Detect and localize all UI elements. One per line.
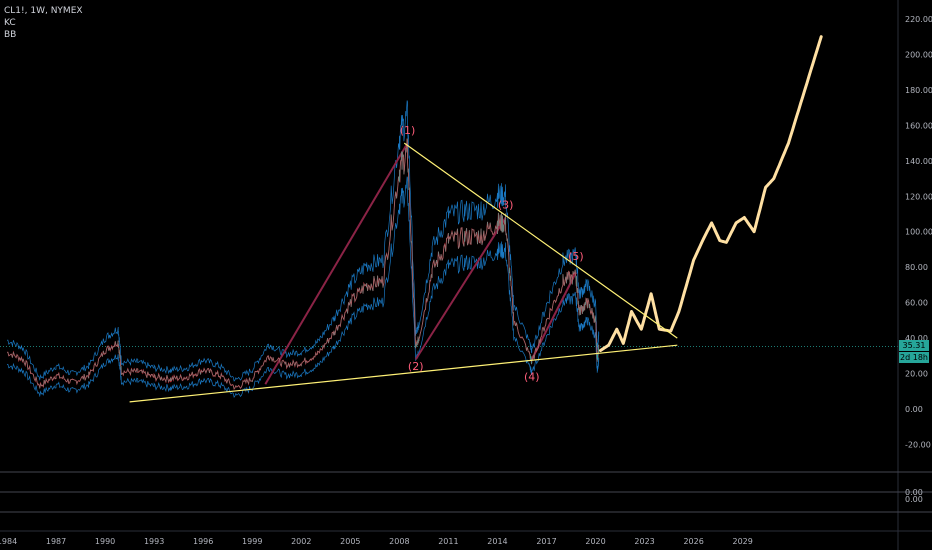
- price-tick-label: 140.00: [905, 157, 932, 166]
- upper-resistance-trendline: [403, 142, 678, 339]
- kc-lower-band: [6, 176, 600, 398]
- time-tick-label: 2002: [291, 537, 311, 546]
- time-tick-label: 1984: [0, 537, 17, 546]
- elliott-wave-lines: [264, 142, 577, 385]
- time-tick-label: 1993: [144, 537, 164, 546]
- bb-basis: [6, 138, 600, 390]
- price-tick-label: 120.00: [905, 192, 932, 201]
- wave-line: [530, 272, 577, 360]
- price-tick-label: 160.00: [905, 121, 932, 130]
- price-tick-label: -20.00: [905, 440, 931, 449]
- wave-label: (2): [408, 360, 424, 373]
- current-price-tag: 35.31: [899, 340, 929, 352]
- indicator-bands: [6, 100, 600, 398]
- price-tick-label: 200.00: [905, 50, 932, 59]
- wave-label: (4): [524, 371, 540, 384]
- time-tick-label: 2023: [634, 537, 654, 546]
- price-line: [6, 138, 600, 391]
- chart-legend: CL1!, 1W, NYMEX KC BB: [4, 5, 83, 41]
- wave-line: [264, 142, 409, 385]
- price-series: [6, 35, 823, 391]
- trendlines[interactable]: [129, 142, 678, 403]
- price-tick-label: 60.00: [905, 299, 928, 308]
- kc-indicator-label[interactable]: KC: [4, 18, 16, 28]
- wave-line: [414, 217, 507, 360]
- price-tick-label: 20.00: [905, 370, 928, 379]
- price-tick-label: 180.00: [905, 86, 932, 95]
- bb-indicator-label[interactable]: BB: [4, 30, 17, 40]
- time-tick-label: 2011: [438, 537, 458, 546]
- time-tick-label: 1987: [46, 537, 66, 546]
- sub-panes: 0.000.00: [0, 471, 932, 513]
- wave-label: (3): [498, 199, 514, 212]
- wave-label: (5): [568, 250, 584, 263]
- pane-2-tick: 0.00: [905, 495, 923, 504]
- time-tick-label: 2026: [683, 537, 703, 546]
- time-tick-label: 2008: [389, 537, 409, 546]
- pane-1-tick: 0.00: [905, 488, 923, 497]
- time-axis[interactable]: 1984 1987 1990 1993 1996 1999 2002 2005 2008 2011…: [0, 530, 932, 546]
- wave-labels: (1) (2) (3) (4) (5): [400, 124, 584, 383]
- wave-label: (1): [400, 124, 416, 137]
- price-tick-label: 220.00: [905, 15, 932, 24]
- symbol-label[interactable]: CL1!, 1W, NYMEX: [4, 6, 83, 16]
- kc-upper-band: [6, 100, 600, 382]
- time-tick-label: 1996: [193, 537, 213, 546]
- price-tick-label: 100.00: [905, 228, 932, 237]
- time-tick-label: 1999: [242, 537, 262, 546]
- time-tick-label: 1990: [95, 537, 115, 546]
- price-tick-label: 40.00: [905, 334, 928, 343]
- projection-line: [599, 35, 823, 352]
- lower-support-trendline: [129, 344, 678, 403]
- time-tick-label: 2005: [340, 537, 360, 546]
- price-line-up: [6, 138, 600, 390]
- price-tick-label: 0.00: [905, 405, 923, 414]
- time-tick-label: 2020: [585, 537, 605, 546]
- time-tick-label: 2029: [733, 537, 753, 546]
- time-tick-label: 2014: [487, 537, 507, 546]
- price-axis[interactable]: 220.00 200.00 180.00 160.00 140.00 120.00 100.…: [897, 0, 932, 550]
- bar-countdown-tag: 2d 18h: [899, 352, 929, 364]
- price-tick-label: 80.00: [905, 263, 928, 272]
- time-tick-label: 2017: [536, 537, 556, 546]
